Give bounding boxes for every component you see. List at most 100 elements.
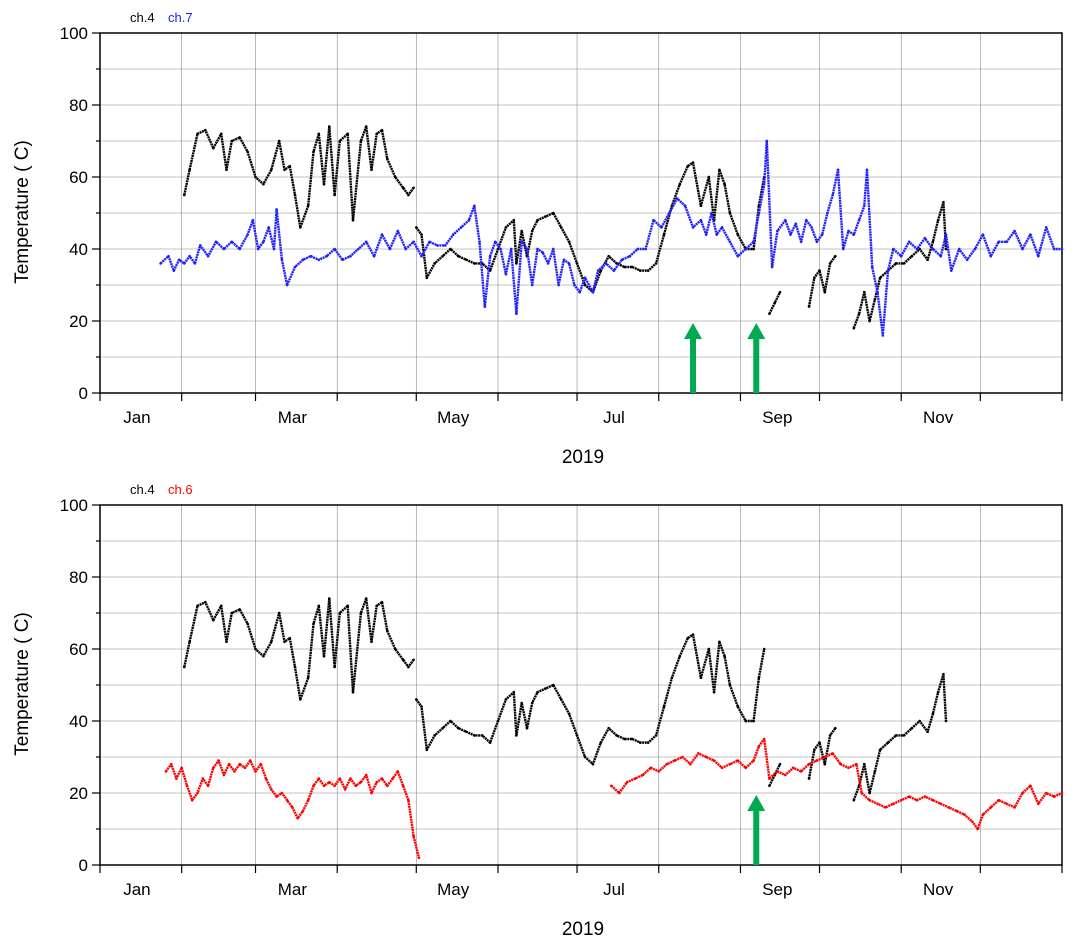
data-point [923,236,927,240]
data-line [415,633,766,766]
data-point [552,247,555,251]
data-point [989,806,993,809]
data-point [591,762,595,766]
data-point [944,233,948,236]
data-point [559,226,563,229]
data-point [691,226,695,229]
data-point [757,744,761,748]
data-point [285,283,289,287]
data-point [583,276,587,280]
data-point [718,168,721,172]
data-point [728,211,732,215]
data-point [328,597,331,600]
y-tick-label: 60 [69,640,88,659]
data-point [520,240,523,244]
y-axis-label: Temperature ( C) [12,612,33,756]
data-point [878,748,882,752]
data-point [544,687,547,690]
data-point [567,240,571,244]
data-point [301,258,305,262]
data-point [944,719,948,723]
data-point [364,597,368,600]
data-line [159,139,1062,337]
data-point [167,254,170,258]
data-point [1060,247,1064,251]
data-point [1021,791,1024,795]
data-point [372,254,376,258]
data-point [823,755,827,759]
data-point [333,247,336,251]
data-point [639,741,642,744]
data-point [525,726,529,730]
data-point [275,208,278,211]
data-point [662,705,666,708]
data-point [963,813,966,816]
data-point [425,748,429,752]
data-point [343,788,347,791]
data-point [459,226,463,229]
data-point [752,759,755,762]
data-point [815,240,819,244]
data-point [776,770,779,773]
data-point [931,798,935,802]
data-point [212,766,215,770]
data-point [860,791,863,795]
data-point [636,247,639,251]
data-point [691,161,695,164]
data-point [280,791,284,795]
data-point [341,258,344,262]
data-point [515,312,518,316]
data-point [615,262,618,265]
data-point [712,690,716,694]
x-axis-label: 2019 [562,447,604,468]
data-point [915,798,919,802]
series-ch7 [159,139,1064,337]
data-point [583,283,587,287]
data-point [254,770,257,773]
data-point [807,305,811,308]
data-point [338,139,342,143]
data-point [222,247,226,251]
data-point [847,766,850,770]
data-point [201,777,205,780]
data-point [380,777,384,780]
data-point [894,262,898,265]
data-point [354,784,358,788]
x-tick-label: Jan [123,880,150,899]
data-point [420,233,423,236]
data-point [847,229,850,233]
data-point [206,784,210,788]
data-point [512,218,516,222]
data-point [488,254,492,258]
data-line [807,255,837,307]
plot-frame [99,504,1063,866]
data-point [892,802,895,806]
data-point [828,262,832,265]
data-point [338,611,342,615]
data-point [886,741,890,744]
data-point [649,766,653,770]
data-point [654,734,658,737]
data-point [931,247,935,251]
data-point [870,265,874,269]
data-point [665,762,668,766]
data-point [736,233,740,236]
data-point [380,600,384,604]
data-point [270,788,273,791]
data-point [989,254,993,258]
data-point [293,665,297,669]
data-point [892,247,895,251]
data-point [425,276,429,280]
data-point [907,240,911,244]
data-point [778,290,782,294]
data-point [1052,247,1056,251]
data-point [852,326,856,330]
data-point [217,759,220,762]
data-point [720,766,724,770]
data-point [375,132,379,136]
data-point [873,298,877,301]
data-point [997,798,1000,802]
data-point [536,247,539,251]
data-point [723,654,726,658]
data-point [715,233,718,236]
